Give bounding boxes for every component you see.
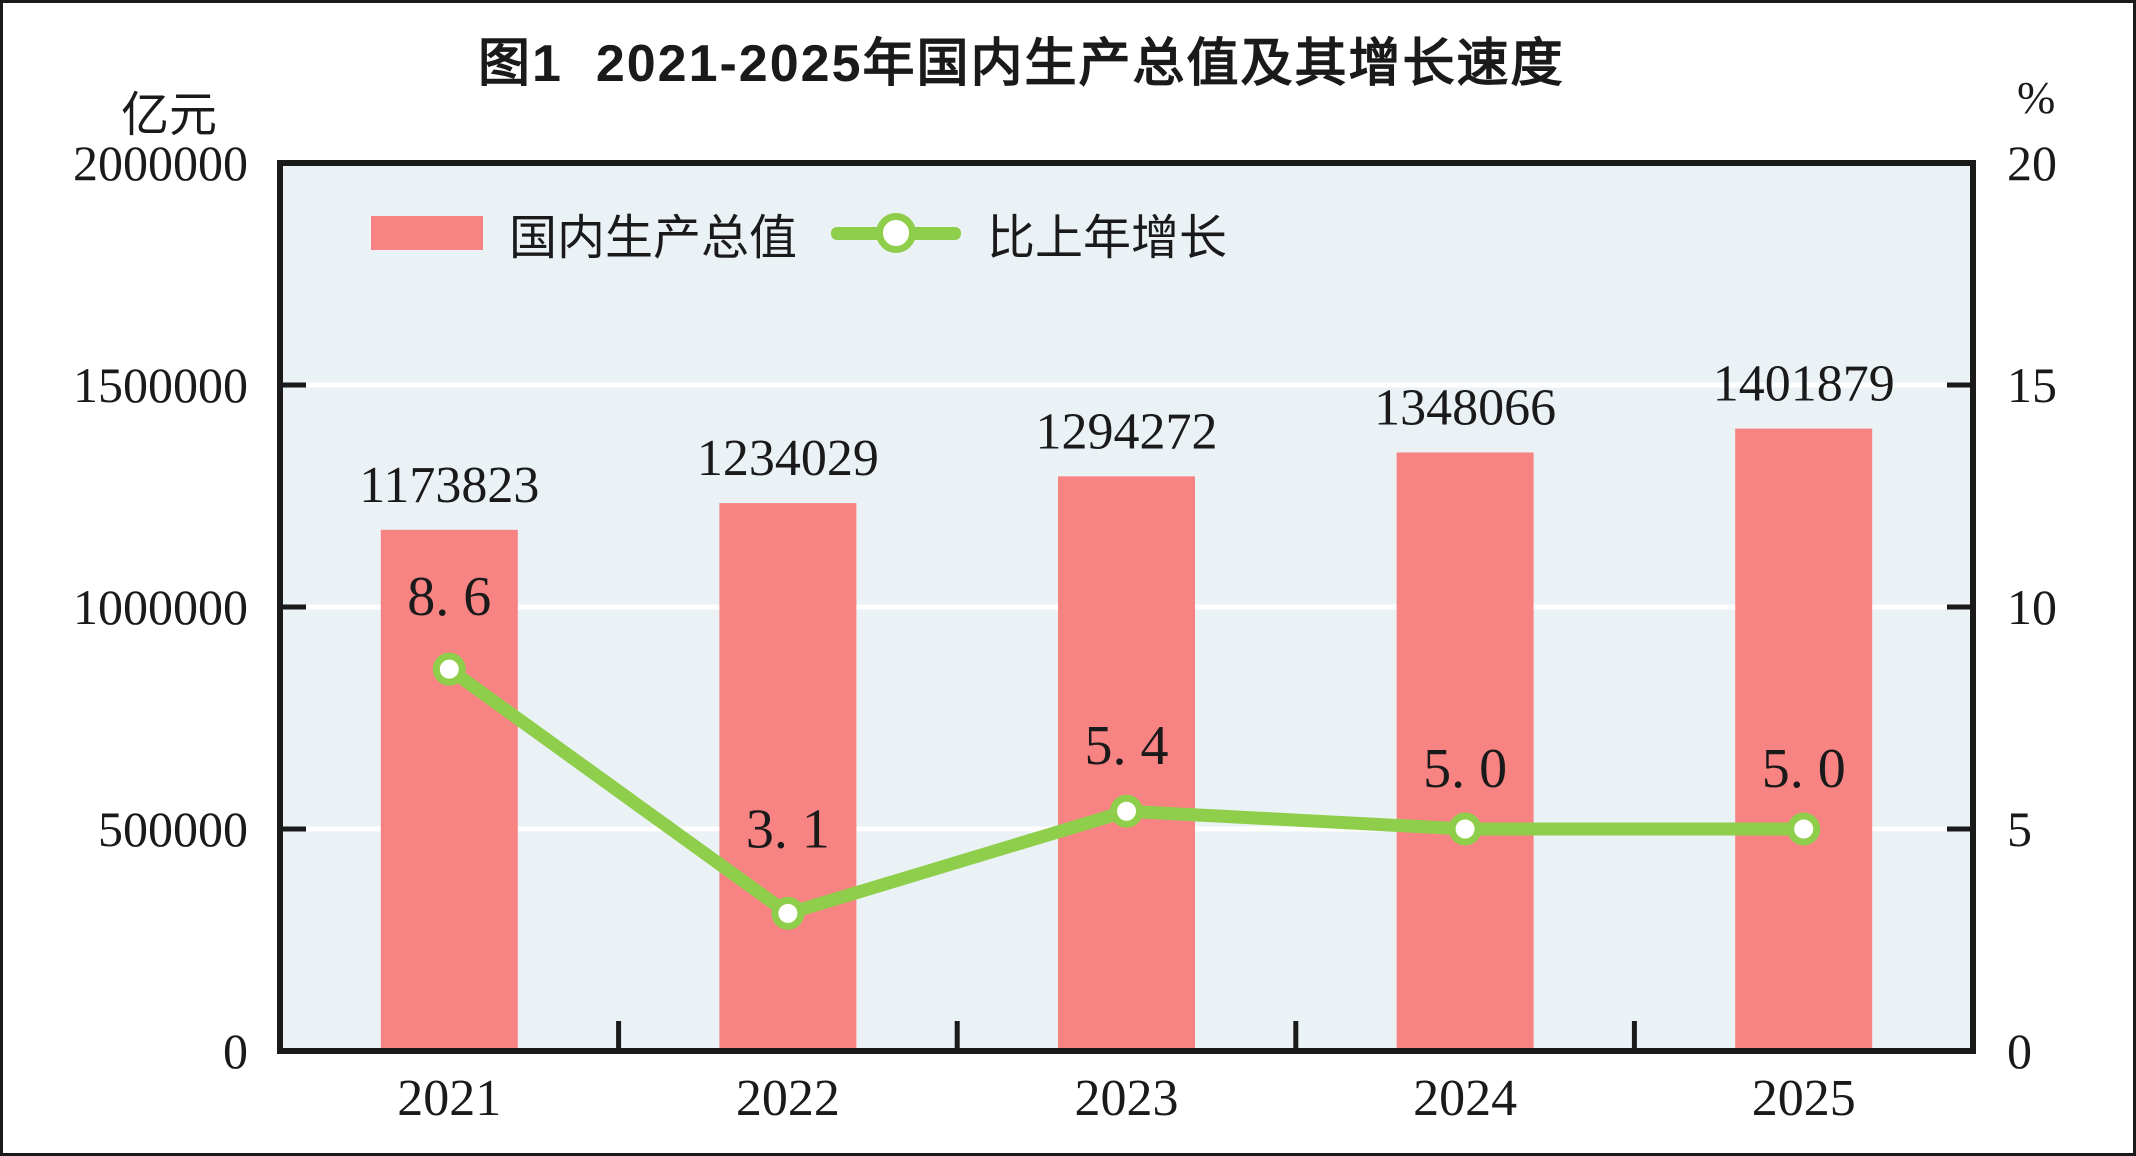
right-axis-tick-label: 20 — [2007, 135, 2057, 191]
growth-point-2024 — [1448, 812, 1482, 846]
right-axis-tick-label: 15 — [2007, 357, 2057, 413]
x-axis-year-label-2025: 2025 — [1752, 1070, 1856, 1127]
gdp-bar-2022 — [719, 503, 857, 1051]
legend: 国内生产总值 比上年增长 — [371, 205, 1227, 265]
gdp-value-label-2021: 1173823 — [359, 457, 539, 514]
gdp-value-label-2022: 1234029 — [697, 430, 879, 487]
x-axis-year-label-2024: 2024 — [1413, 1070, 1517, 1127]
gdp-bar-2021 — [380, 529, 518, 1051]
right-axis-tick-label: 0 — [2007, 1023, 2032, 1079]
left-axis-tick-label: 500000 — [98, 801, 248, 857]
left-axis-tick-label: 0 — [223, 1023, 248, 1079]
growth-point-2025 — [1787, 812, 1821, 846]
left-axis-tick-label: 2000000 — [73, 135, 248, 191]
growth-value-label-2024: 5. 0 — [1423, 738, 1507, 800]
gdp-bar-2025 — [1735, 428, 1873, 1051]
right-axis-unit-label: % — [2017, 72, 2056, 123]
growth-point-2022 — [771, 896, 805, 930]
gdp-bar-2024 — [1396, 452, 1534, 1051]
growth-value-label-2023: 5. 4 — [1085, 715, 1169, 777]
right-axis-tick-label: 5 — [2007, 801, 2032, 857]
legend-open-circle-icon — [876, 213, 917, 253]
legend-label-growth: 比上年增长 — [987, 212, 1228, 265]
x-axis-year-label-2022: 2022 — [736, 1070, 840, 1127]
gdp-bar-2023 — [1058, 476, 1195, 1051]
growth-value-label-2021: 8. 6 — [407, 566, 491, 628]
growth-point-2023 — [1110, 794, 1143, 828]
legend-label-gdp: 国内生产总值 — [509, 212, 798, 265]
x-axis-year-label-2023: 2023 — [1075, 1070, 1179, 1127]
x-axis-year-label-2021: 2021 — [397, 1070, 501, 1127]
gdp-value-label-2024: 1348066 — [1374, 379, 1556, 436]
growth-value-label-2022: 3. 1 — [746, 798, 830, 860]
chart-title: 图1 2021-2025年国内生产总值及其增长速度 — [478, 35, 1565, 93]
growth-value-label-2025: 5. 0 — [1762, 738, 1846, 800]
growth-point-2021 — [432, 652, 466, 686]
left-axis-unit-label: 亿元 — [121, 89, 218, 142]
legend-line-growth — [831, 213, 962, 253]
gdp-value-label-2023: 1294272 — [1036, 403, 1218, 460]
legend-swatch-gdp-bar — [371, 216, 483, 250]
chart-canvas: 0 500000 1000000 1500000 2000000 0 5 10 15 20 2021… — [73, 135, 2057, 1127]
left-axis-tick-label: 1500000 — [73, 357, 248, 413]
left-axis-tick-label: 1000000 — [73, 579, 248, 635]
right-axis-tick-label: 10 — [2007, 579, 2057, 635]
gdp-value-label-2025: 1401879 — [1713, 356, 1895, 413]
